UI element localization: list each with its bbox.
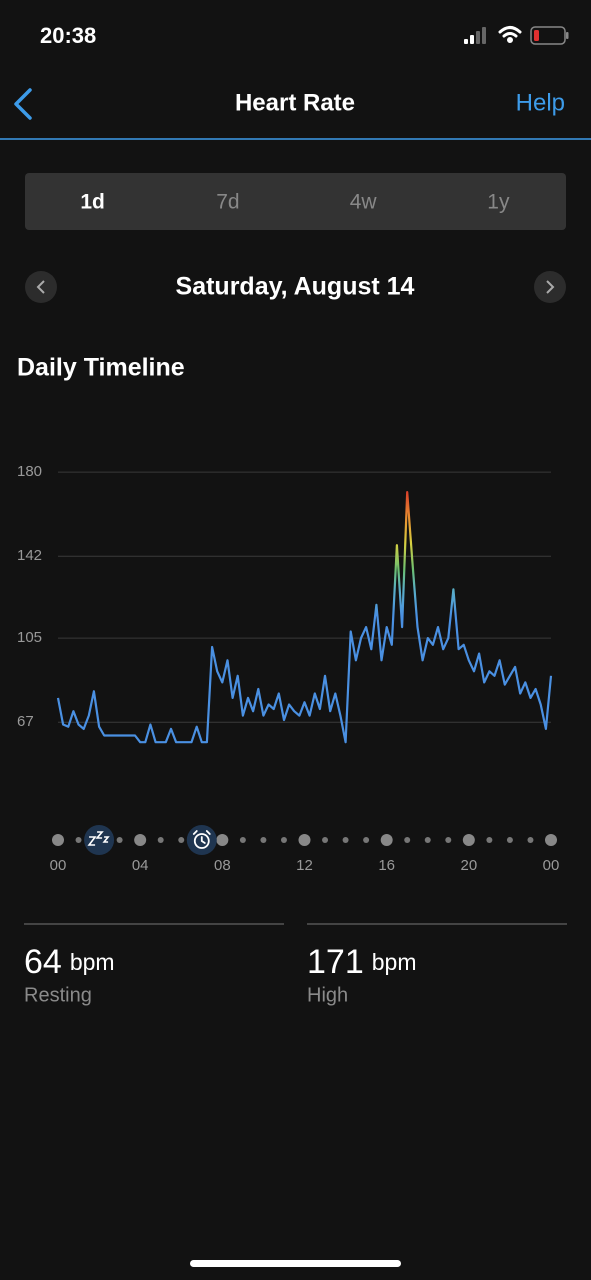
- timeline-dot: [527, 837, 534, 843]
- timeline-dot: [322, 837, 329, 843]
- tab[interactable]: 1d: [80, 191, 105, 214]
- help-button[interactable]: Help: [516, 89, 565, 116]
- timeline-dot: [178, 837, 185, 843]
- timeline-dot: [75, 837, 82, 843]
- home-indicator: [190, 1260, 401, 1267]
- x-tick-mark: [52, 834, 64, 846]
- section-title: Daily Timeline: [17, 354, 185, 382]
- next-chevron: [546, 280, 555, 294]
- timeline-dot: [280, 837, 287, 843]
- heart-rate-line: [56, 491, 553, 744]
- timeline-dot: [445, 837, 452, 843]
- timeline-dot: [157, 837, 164, 843]
- high-value: 171 bpm: [307, 943, 416, 981]
- tab-bar: [25, 173, 566, 230]
- x-tick-mark: [462, 834, 475, 846]
- high-label: High: [307, 984, 348, 1006]
- alarm-icon-hands: [192, 830, 211, 844]
- x-tick-label: 16: [378, 857, 395, 874]
- x-tick-mark: [545, 834, 557, 846]
- x-tick-label: 12: [296, 857, 313, 874]
- x-tick-mark: [134, 834, 147, 846]
- prev-chevron: [36, 280, 45, 294]
- sleep-icon: [84, 825, 115, 855]
- heart-rate-chart: 67 105 142 180 00 04 08 12 16 20 00: [17, 463, 559, 874]
- x-tick-label: 20: [460, 857, 477, 874]
- prev-day-button[interactable]: [25, 271, 57, 303]
- status-time: 20:38: [40, 23, 96, 48]
- x-tick-mark: [380, 834, 393, 846]
- timeline-dot: [424, 837, 431, 843]
- sleep-icon-glyph: [87, 831, 110, 846]
- next-day-button[interactable]: [534, 271, 566, 303]
- x-tick-mark: [216, 834, 229, 846]
- tab[interactable]: 7d: [216, 191, 239, 214]
- timeline-dot: [506, 837, 513, 843]
- back-button[interactable]: [14, 88, 32, 120]
- timeline-dot: [342, 837, 349, 843]
- tab[interactable]: 4w: [350, 191, 378, 214]
- date-label: Saturday, August 14: [176, 273, 415, 301]
- timeline-dot: [239, 837, 246, 843]
- alarm-icon-glyph: [193, 833, 210, 849]
- timeline-dot: [363, 837, 370, 843]
- y-tick-label: 105: [17, 629, 42, 646]
- x-tick-label: 00: [50, 857, 67, 874]
- y-tick-label: 180: [17, 463, 42, 480]
- resting-label: Resting: [24, 984, 92, 1006]
- signal-icon: [464, 27, 486, 44]
- wifi-icon: [498, 26, 522, 43]
- x-tick-label: 04: [132, 857, 149, 874]
- x-tick-label: 00: [543, 857, 560, 874]
- y-tick-label: 67: [17, 713, 34, 730]
- nav-title: Heart Rate: [235, 89, 355, 116]
- resting-value: 64 bpm: [24, 943, 115, 981]
- timeline-dot: [486, 837, 493, 843]
- x-tick-label: 08: [214, 857, 231, 874]
- tab[interactable]: 1y: [487, 191, 510, 214]
- y-tick-label: 142: [17, 547, 42, 564]
- timeline-dot: [260, 837, 267, 843]
- x-tick-mark: [298, 834, 311, 846]
- battery-icon: [530, 26, 569, 45]
- timeline-dot: [116, 837, 123, 843]
- timeline-dot: [404, 837, 411, 843]
